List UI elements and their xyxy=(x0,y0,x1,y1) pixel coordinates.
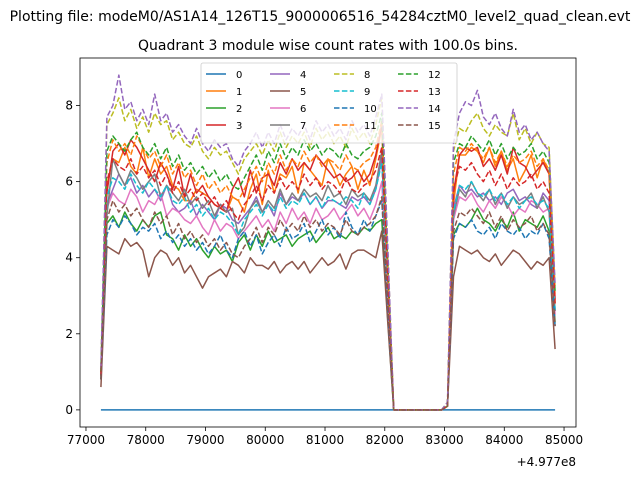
series-line-15 xyxy=(100,196,556,411)
series-line-6 xyxy=(100,180,556,411)
series-line-2 xyxy=(100,207,556,411)
legend-label-5: 5 xyxy=(300,87,306,98)
x-tick-label: 79000 xyxy=(186,433,224,447)
x-tick-label: 85000 xyxy=(545,433,583,447)
legend-label-14: 14 xyxy=(428,104,441,115)
x-tick-label: 80000 xyxy=(246,433,284,447)
series-line-10 xyxy=(100,199,556,411)
legend-label-11: 11 xyxy=(364,121,377,132)
x-tick-label: 77000 xyxy=(67,433,105,447)
y-tick-label: 0 xyxy=(65,403,73,417)
y-tick-label: 2 xyxy=(65,327,73,341)
plot-frame xyxy=(79,57,577,428)
y-tick-label: 4 xyxy=(65,251,73,265)
legend-label-0: 0 xyxy=(236,70,242,81)
series-line-13 xyxy=(100,146,556,411)
x-offset-label: +4.977e8 xyxy=(517,455,576,469)
legend-label-4: 4 xyxy=(300,70,306,81)
legend-label-2: 2 xyxy=(236,104,242,115)
legend-label-9: 9 xyxy=(364,87,370,98)
series-line-11 xyxy=(100,120,556,411)
series-line-9 xyxy=(100,161,556,411)
chart-title: Quadrant 3 module wise count rates with … xyxy=(138,38,518,54)
plot-area: 77000 78000 79000 80000 81000 82000 83000 84000… xyxy=(65,57,583,447)
series-line-7 xyxy=(100,150,556,411)
series-line-5 xyxy=(100,230,556,411)
legend-label-10: 10 xyxy=(364,104,377,115)
legend-label-1: 1 xyxy=(236,87,242,98)
y-tick-label: 6 xyxy=(65,175,73,189)
legend-label-8: 8 xyxy=(364,70,370,81)
legend-label-7: 7 xyxy=(300,121,306,132)
legend-label-12: 12 xyxy=(428,70,441,81)
legend-label-15: 15 xyxy=(428,121,441,132)
series-line-3 xyxy=(100,123,556,411)
legend-box xyxy=(200,62,458,144)
x-tick-label: 81000 xyxy=(306,433,344,447)
legend-label-3: 3 xyxy=(236,121,242,132)
y-tick-label: 8 xyxy=(65,99,73,113)
x-tick-label: 82000 xyxy=(366,433,404,447)
legend-label-6: 6 xyxy=(300,104,306,115)
x-tick-label: 84000 xyxy=(485,433,523,447)
x-tick-label: 78000 xyxy=(127,433,165,447)
series-line-12 xyxy=(100,112,556,411)
legend-label-13: 13 xyxy=(428,87,441,98)
figure-suptitle: Plotting file: modeM0/AS1A14_126T15_9000… xyxy=(10,9,631,25)
x-tick-label: 83000 xyxy=(425,433,463,447)
